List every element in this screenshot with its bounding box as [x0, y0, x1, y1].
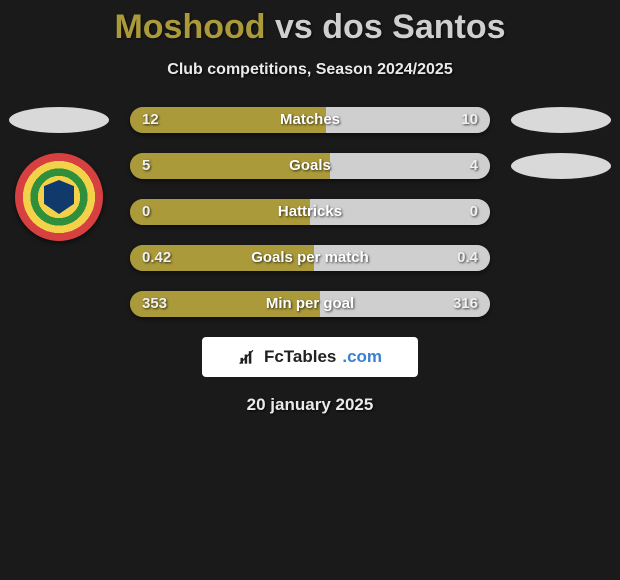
player2-name: dos Santos — [322, 8, 505, 46]
stat-bar: 1210Matches — [130, 107, 490, 133]
stat-bars: 1210Matches 54Goals 00Hattricks 0.420.4Goal… — [130, 107, 490, 317]
stat-bar: 0.420.4Goals per match — [130, 245, 490, 271]
stat-bar: 00Hattricks — [130, 199, 490, 225]
stat-metric-label: Goals — [130, 153, 490, 179]
stat-bar: 353316Min per goal — [130, 291, 490, 317]
stat-metric-label: Goals per match — [130, 245, 490, 271]
chart-icon — [238, 347, 258, 367]
comparison-title: Moshood vs dos Santos — [0, 0, 620, 47]
player2-photo-placeholder — [511, 107, 611, 133]
player2-club-placeholder — [511, 153, 611, 179]
brand-name: FcTables — [264, 347, 336, 367]
brand-suffix: .com — [342, 347, 382, 367]
player2-badge-column — [506, 107, 616, 179]
stat-metric-label: Min per goal — [130, 291, 490, 317]
brand-badge: FcTables .com — [202, 337, 418, 377]
vs-label: vs — [275, 8, 313, 46]
stats-stage: 1210Matches 54Goals 00Hattricks 0.420.4Goal… — [0, 107, 620, 317]
stat-metric-label: Matches — [130, 107, 490, 133]
stat-metric-label: Hattricks — [130, 199, 490, 225]
stat-bar: 54Goals — [130, 153, 490, 179]
subtitle: Club competitions, Season 2024/2025 — [0, 61, 620, 79]
player1-name: Moshood — [114, 8, 265, 46]
snapshot-date: 20 january 2025 — [0, 395, 620, 415]
player1-photo-placeholder — [9, 107, 109, 133]
player1-club-crest — [15, 153, 103, 241]
player1-badge-column — [4, 107, 114, 241]
